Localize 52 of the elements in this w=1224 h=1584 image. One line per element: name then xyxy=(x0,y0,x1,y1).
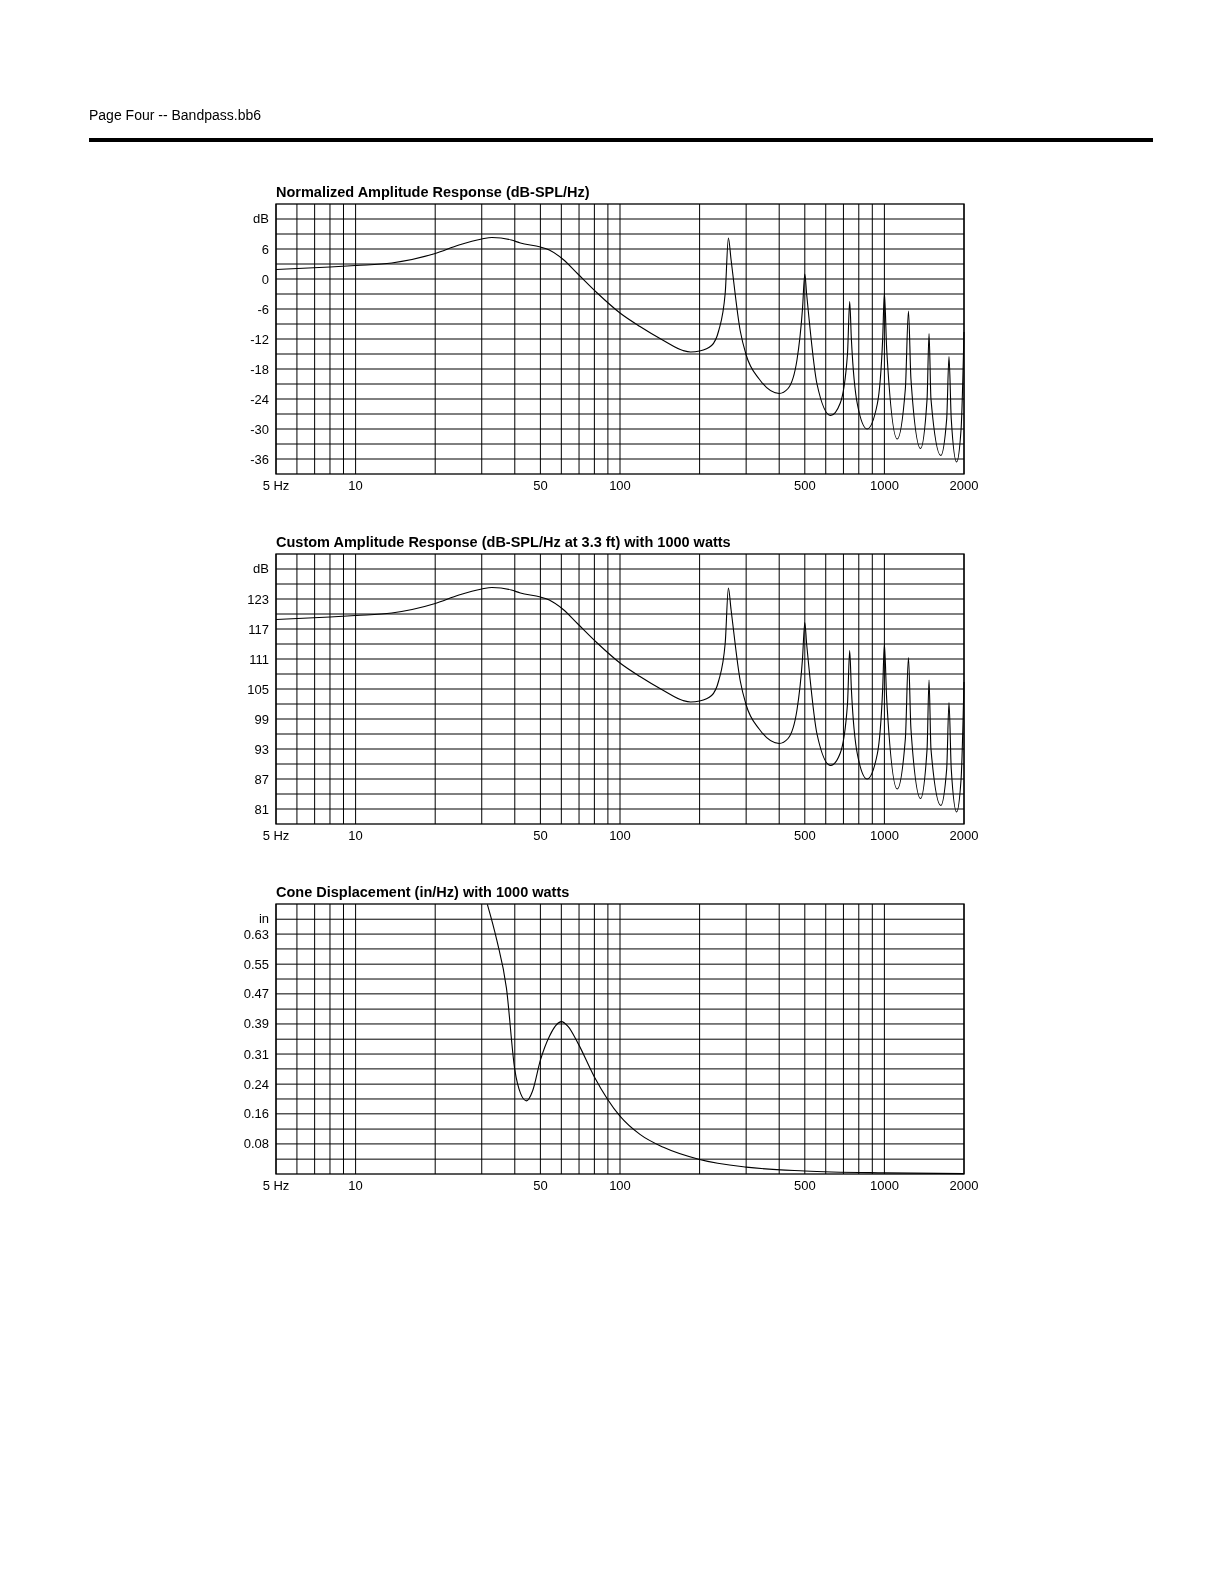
y-tick-label: 0.24 xyxy=(243,1076,269,1092)
y-tick-label: -30 xyxy=(250,421,269,437)
y-tick-label: -6 xyxy=(257,301,269,317)
y-tick-label: 123 xyxy=(247,591,269,607)
y-tick-label: 0 xyxy=(261,271,269,287)
y-tick-label: -18 xyxy=(250,361,269,377)
chart-title: Normalized Amplitude Response (dB-SPL/Hz) xyxy=(276,184,590,200)
x-tick-label: 5 Hz xyxy=(262,478,290,493)
y-tick-label: -12 xyxy=(250,331,269,347)
x-tick-label: 5 Hz xyxy=(262,1178,290,1193)
y-tick-label: 0.63 xyxy=(243,926,269,942)
x-tick-label: 10 xyxy=(348,1178,363,1193)
x-tick-label: 1000 xyxy=(869,828,899,843)
y-axis-title: dB xyxy=(253,561,269,576)
y-tick-label: 0.47 xyxy=(243,986,269,1002)
x-tick-label: 100 xyxy=(609,1178,631,1193)
y-tick-label: 0.16 xyxy=(243,1106,269,1122)
x-tick-label: 500 xyxy=(793,1178,816,1193)
chart-title: Custom Amplitude Response (dB-SPL/Hz at 3.3 ft) with 1000 watts xyxy=(276,534,731,550)
y-tick-label: 111 xyxy=(249,651,269,667)
y-axis-title: dB xyxy=(253,211,269,226)
chart-title: Cone Displacement (in/Hz) with 1000 watts xyxy=(276,884,570,900)
x-tick-label: 50 xyxy=(533,828,548,843)
y-tick-label: 0.39 xyxy=(243,1016,269,1032)
x-tick-label: 500 xyxy=(793,828,816,843)
x-tick-label: 2000 xyxy=(949,478,979,493)
x-tick-label: 5 Hz xyxy=(262,828,290,843)
y-tick-label: 0.31 xyxy=(243,1046,269,1062)
x-tick-label: 2000 xyxy=(949,828,979,843)
x-tick-label: 1000 xyxy=(869,1178,899,1193)
x-tick-label: 50 xyxy=(533,478,548,493)
y-tick-label: -24 xyxy=(250,391,269,407)
y-tick-label: 87 xyxy=(254,771,269,787)
y-tick-label: 0.55 xyxy=(243,956,269,972)
y-tick-label: -36 xyxy=(250,451,269,467)
y-tick-label: 81 xyxy=(254,801,269,817)
y-tick-label: 117 xyxy=(248,621,269,637)
x-tick-label: 500 xyxy=(793,478,816,493)
text: Page Four -- Bandpass.bb6 xyxy=(89,107,262,123)
x-tick-label: 100 xyxy=(609,828,631,843)
y-tick-label: 99 xyxy=(254,711,269,727)
x-tick-label: 100 xyxy=(609,478,631,493)
y-tick-label: 6 xyxy=(261,241,269,257)
y-axis-title: in xyxy=(258,911,269,926)
x-tick-label: 2000 xyxy=(949,1178,979,1193)
y-tick-label: 105 xyxy=(247,681,269,697)
y-tick-label: 93 xyxy=(254,741,269,757)
x-tick-label: 1000 xyxy=(869,478,899,493)
x-tick-label: 50 xyxy=(533,1178,548,1193)
x-tick-label: 10 xyxy=(348,478,363,493)
x-tick-label: 10 xyxy=(348,828,363,843)
y-tick-label: 0.08 xyxy=(243,1136,269,1152)
